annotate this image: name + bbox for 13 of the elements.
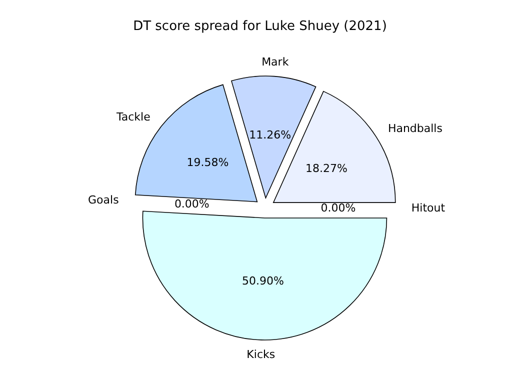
category-label: Goals (88, 193, 119, 206)
text: 0.00% (174, 197, 210, 210)
slice-label: Handballs (388, 122, 443, 136)
data-label: 11.26% (249, 128, 292, 142)
slice-label: Mark (262, 55, 290, 68)
text: 0.00% (320, 202, 356, 214)
data-label: 18.27% (305, 162, 348, 175)
slice-label: Kicks (246, 348, 276, 361)
data-label: 50.90% (242, 274, 284, 288)
category-label: Hitout (411, 202, 446, 214)
data-label: 19.58% (186, 156, 229, 169)
slice-label: Tackle (115, 110, 151, 124)
chart-title: DT score spread for Luke Shuey (2021) (133, 19, 387, 34)
